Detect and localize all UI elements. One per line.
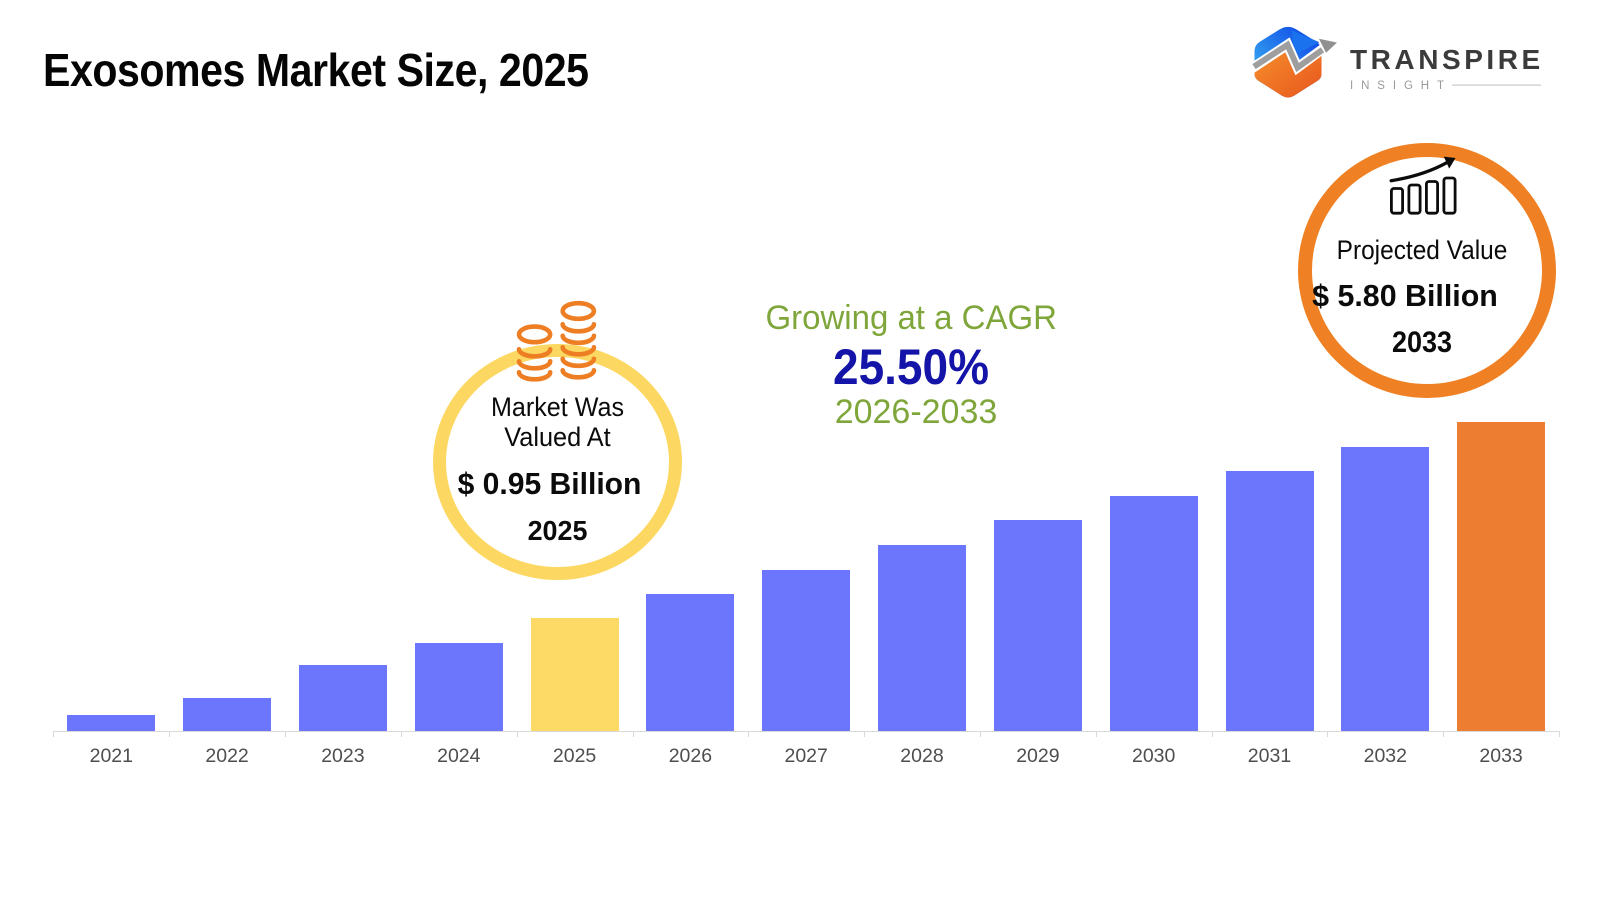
svg-text:TRANSPIRE: TRANSPIRE bbox=[1350, 44, 1544, 75]
svg-text:INSIGHT: INSIGHT bbox=[1350, 80, 1452, 92]
